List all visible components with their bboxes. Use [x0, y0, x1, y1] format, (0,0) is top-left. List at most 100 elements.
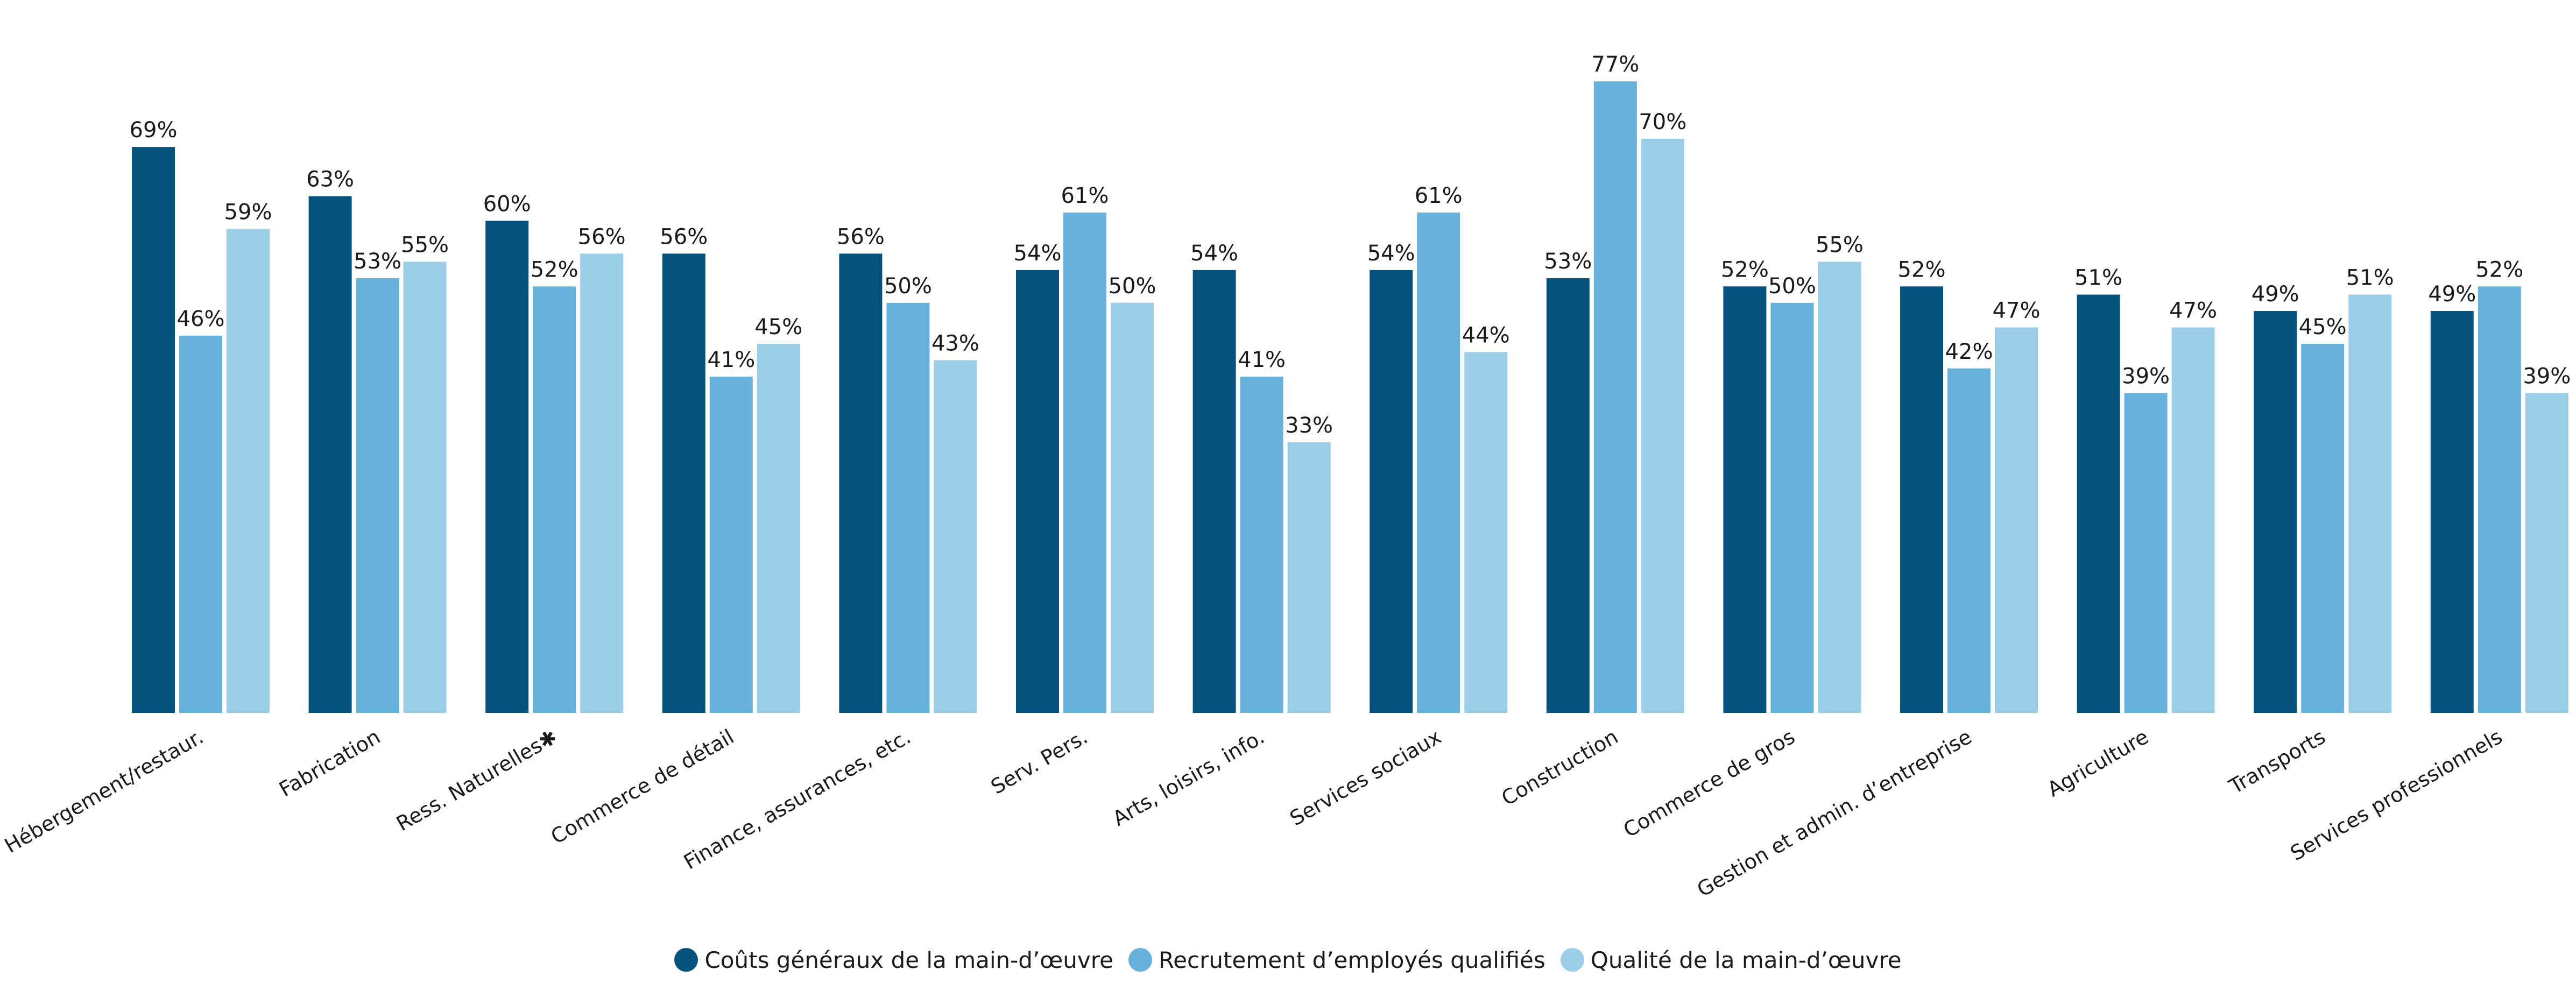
bar-1-14: [2430, 311, 2474, 713]
category-label-10: Commerce de gros: [1619, 725, 1799, 842]
legend-label-series-3: Qualité de la main-d’œuvre: [1590, 946, 1902, 973]
bars-layer: [132, 81, 2568, 713]
value-label-1-7: 54%: [1190, 241, 1238, 266]
legend-label-series-2: Recrutement d’employés qualifiés: [1158, 946, 1545, 973]
bar-3-2: [403, 261, 447, 713]
value-label-3-12: 47%: [2169, 299, 2217, 323]
value-label-3-9: 70%: [1639, 110, 1686, 135]
value-label-2-4: 41%: [707, 348, 755, 372]
value-label-2-6: 61%: [1061, 183, 1109, 208]
value-label-2-13: 45%: [2299, 315, 2347, 340]
value-label-1-9: 53%: [1544, 249, 1592, 274]
category-label-7: Arts, loisirs, info.: [1109, 725, 1268, 831]
bar-2-13: [2301, 344, 2345, 713]
legend-item-series-2[interactable]: Recrutement d’employés qualifiés: [1128, 947, 1545, 973]
grouped-bar-chart: 69%46%59%63%53%55%60%52%56% 56%41%45%56%5…: [1, 52, 2571, 902]
value-label-2-7: 41%: [1238, 348, 1286, 372]
category-label-1: Hébergement/restaur.: [1, 725, 207, 858]
value-labels-layer: 69%46%59%63%53%55%60%52%56% 56%41%45%56%5…: [130, 52, 2571, 438]
bar-2-5: [886, 302, 930, 713]
category-label-6: Serv. Pers.: [987, 725, 1092, 799]
category-label-3: Ress. Naturelles✱: [392, 725, 561, 836]
bar-2-3: [533, 286, 576, 713]
value-label-2-11: 42%: [1945, 340, 1993, 364]
value-label-1-11: 52%: [1898, 257, 1946, 282]
bar-1-5: [839, 253, 883, 713]
bar-1-13: [2254, 311, 2297, 713]
legend: Coûts généraux de la main-d’œuvre Recrut…: [0, 943, 2576, 977]
value-label-1-8: 54%: [1367, 241, 1415, 266]
legend-swatch-series-3: [1560, 948, 1584, 972]
value-label-1-2: 63%: [306, 167, 354, 192]
category-label-9: Construction: [1498, 725, 1622, 810]
bar-3-11: [1995, 327, 2038, 713]
bar-3-12: [2171, 327, 2215, 713]
bar-1-10: [1723, 286, 1767, 713]
bar-2-7: [1240, 377, 1283, 713]
value-label-3-10: 55%: [1816, 233, 1864, 258]
value-label-1-12: 51%: [2074, 266, 2122, 291]
bar-2-8: [1417, 213, 1460, 713]
bar-3-5: [934, 360, 977, 713]
bar-1-8: [1370, 270, 1413, 713]
bar-1-11: [1900, 286, 1943, 713]
bar-2-11: [1947, 368, 1991, 713]
bar-2-1: [179, 335, 222, 713]
value-label-2-1: 46%: [177, 307, 225, 331]
value-label-3-14: 39%: [2523, 364, 2571, 388]
value-label-2-2: 53%: [354, 249, 401, 274]
bar-2-14: [2478, 286, 2521, 713]
value-label-1-5: 56%: [837, 224, 885, 249]
value-label-1-10: 52%: [1721, 257, 1769, 282]
bar-1-7: [1192, 270, 1236, 713]
bar-3-6: [1111, 302, 1154, 713]
bar-1-3: [485, 221, 529, 713]
bar-3-1: [227, 229, 270, 713]
value-label-2-8: 61%: [1415, 183, 1463, 208]
category-label-11: Gestion et admin. d’entreprise: [1693, 725, 1975, 902]
bar-3-8: [1464, 352, 1508, 713]
bar-3-9: [1641, 138, 1684, 713]
bar-1-6: [1016, 270, 1059, 713]
bar-3-10: [1818, 261, 1861, 713]
category-labels-layer: Hébergement/restaur. Fabrication Ress. Nat…: [1, 725, 2506, 902]
bar-1-12: [2077, 294, 2120, 713]
value-label-3-5: 43%: [931, 331, 979, 356]
bar-3-13: [2348, 294, 2392, 713]
value-label-2-5: 50%: [884, 274, 932, 299]
value-label-1-1: 69%: [130, 118, 178, 143]
value-label-3-6: 50%: [1109, 274, 1156, 299]
bar-1-1: [132, 147, 175, 713]
bar-2-10: [1770, 302, 1814, 713]
category-label-8: Services sociaux: [1286, 725, 1445, 830]
value-label-1-3: 60%: [483, 192, 531, 216]
bar-1-9: [1546, 278, 1590, 713]
bar-2-9: [1593, 81, 1637, 713]
value-label-1-13: 49%: [2252, 282, 2299, 307]
value-label-2-10: 50%: [1768, 274, 1816, 299]
value-label-3-7: 33%: [1285, 413, 1333, 438]
value-label-1-4: 56%: [660, 224, 708, 249]
value-label-3-8: 44%: [1462, 323, 1510, 348]
value-label-3-11: 47%: [1993, 299, 2041, 323]
value-label-2-3: 52%: [531, 257, 578, 282]
category-label-2: Fabrication: [275, 725, 384, 802]
value-label-2-14: 52%: [2475, 257, 2523, 282]
bar-2-2: [356, 278, 399, 713]
legend-item-series-1[interactable]: Coûts généraux de la main-d’œuvre: [674, 947, 1113, 973]
bar-3-3: [580, 253, 624, 713]
bar-3-4: [757, 344, 800, 713]
legend-label-series-1: Coûts généraux de la main-d’œuvre: [704, 946, 1113, 973]
value-label-1-14: 49%: [2428, 282, 2476, 307]
value-label-3-3: 56%: [578, 224, 626, 249]
category-label-13: Transports: [2225, 725, 2329, 799]
legend-swatch-series-1: [674, 948, 698, 972]
legend-swatch-series-2: [1128, 948, 1152, 972]
legend-item-series-3[interactable]: Qualité de la main-d’œuvre: [1560, 946, 1902, 973]
bar-1-2: [308, 196, 352, 713]
value-label-3-2: 55%: [401, 233, 449, 258]
bar-3-14: [2525, 393, 2568, 713]
value-label-3-13: 51%: [2346, 266, 2394, 291]
value-label-3-1: 59%: [224, 200, 272, 225]
category-label-12: Agriculture: [2043, 725, 2152, 802]
